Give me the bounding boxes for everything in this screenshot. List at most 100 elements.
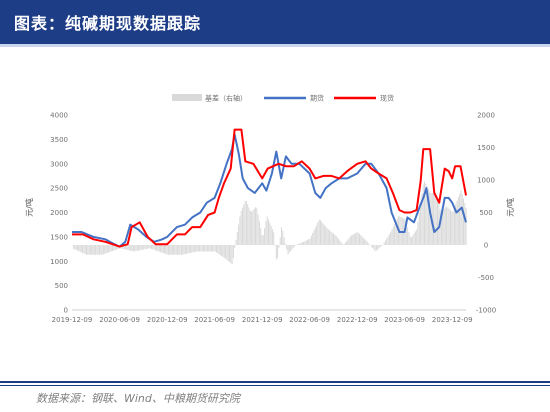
basis-bar — [387, 236, 389, 245]
basis-bar — [148, 245, 150, 249]
basis-bar — [256, 207, 258, 245]
basis-bar — [201, 245, 203, 252]
basis-bar — [253, 208, 255, 245]
basis-bar — [183, 245, 185, 255]
x-tick-label: 2021-06-09 — [194, 316, 235, 324]
basis-bar — [461, 193, 463, 245]
basis-bar — [91, 245, 93, 255]
basis-bar — [320, 220, 321, 245]
basis-bar — [356, 232, 358, 245]
basis-bar — [197, 245, 199, 252]
basis-bar — [317, 222, 319, 245]
basis-bar — [294, 245, 295, 247]
basis-bar — [200, 245, 202, 252]
basis-bar — [422, 184, 424, 245]
basis-bar — [378, 245, 380, 249]
basis-bar — [232, 245, 234, 259]
legend-label-spot: 现货 — [380, 94, 394, 103]
basis-bar — [372, 245, 373, 248]
basis-bar — [203, 245, 204, 252]
basis-bar — [396, 218, 398, 245]
basis-bar — [312, 233, 314, 245]
y-left-tick-label: 4000 — [50, 112, 68, 120]
basis-bar — [385, 240, 386, 245]
basis-bar — [346, 241, 347, 245]
basis-bar — [459, 193, 461, 245]
basis-bar — [379, 245, 381, 248]
basis-bar — [78, 245, 80, 252]
basis-bar — [153, 245, 155, 250]
basis-bar — [138, 245, 139, 251]
basis-bar — [126, 245, 128, 250]
basis-bar — [115, 245, 117, 250]
x-tick-label: 2020-12-09 — [147, 316, 188, 324]
basis-bar — [444, 207, 446, 245]
basis-bar — [106, 245, 108, 253]
basis-bar — [353, 233, 355, 245]
basis-bar — [187, 245, 189, 254]
basis-bar — [282, 230, 284, 245]
basis-bar — [125, 245, 126, 250]
basis-bar — [405, 223, 407, 245]
basis-bar — [191, 245, 193, 253]
basis-bar — [193, 245, 195, 253]
basis-bar — [394, 224, 396, 245]
basis-bar — [247, 204, 249, 245]
basis-bar — [230, 245, 232, 264]
basis-bar — [234, 245, 236, 249]
basis-bar — [274, 245, 276, 246]
basis-bar — [99, 245, 100, 255]
basis-bar — [330, 231, 332, 245]
basis-bar — [258, 221, 260, 245]
basis-bar — [260, 227, 262, 245]
basis-bar — [100, 245, 102, 255]
basis-bar — [310, 235, 312, 245]
page-title: 图表：纯碱期现数据跟踪 — [14, 14, 202, 33]
basis-bar — [435, 194, 437, 245]
basis-bar — [261, 234, 263, 245]
basis-bar — [239, 216, 241, 245]
basis-bar — [110, 245, 112, 252]
basis-bar — [167, 245, 169, 255]
basis-bar — [170, 245, 172, 255]
basis-bar — [433, 193, 435, 245]
basis-bar — [429, 191, 431, 245]
basis-bar — [84, 245, 86, 255]
basis-bar — [284, 243, 286, 245]
y-right-tick-label: -500 — [478, 274, 494, 282]
basis-bar — [450, 210, 451, 245]
basis-bar — [96, 245, 98, 255]
basis-bar — [208, 245, 210, 252]
basis-bar — [182, 245, 184, 255]
basis-bar — [265, 221, 267, 245]
basis-bar — [457, 197, 459, 245]
basis-bar — [413, 233, 415, 245]
basis-bar — [231, 245, 233, 265]
x-tick-label: 2022-06-09 — [289, 316, 330, 324]
legend-label-futures: 期货 — [310, 94, 324, 103]
basis-bar — [178, 245, 180, 255]
basis-bar — [266, 216, 268, 245]
basis-bar — [434, 193, 436, 245]
basis-bar — [374, 245, 376, 252]
basis-bar — [347, 239, 349, 245]
basis-bar — [216, 245, 217, 253]
basis-bar — [169, 245, 171, 255]
basis-bar — [243, 204, 245, 245]
basis-bar — [408, 231, 410, 245]
basis-bar — [214, 245, 216, 252]
basis-bar — [390, 232, 392, 245]
basis-bar — [383, 242, 385, 245]
basis-bar — [161, 245, 163, 253]
basis-bar — [222, 245, 224, 257]
basis-bar — [174, 245, 176, 255]
basis-bar — [292, 245, 294, 249]
basis-bar — [417, 221, 419, 245]
basis-bar — [334, 234, 336, 245]
x-tick-label: 2021-12-09 — [242, 316, 283, 324]
basis-bar — [322, 223, 324, 245]
basis-bar — [277, 245, 279, 259]
basis-bar — [464, 203, 466, 245]
basis-bar — [135, 245, 137, 252]
basis-bar — [244, 201, 246, 245]
